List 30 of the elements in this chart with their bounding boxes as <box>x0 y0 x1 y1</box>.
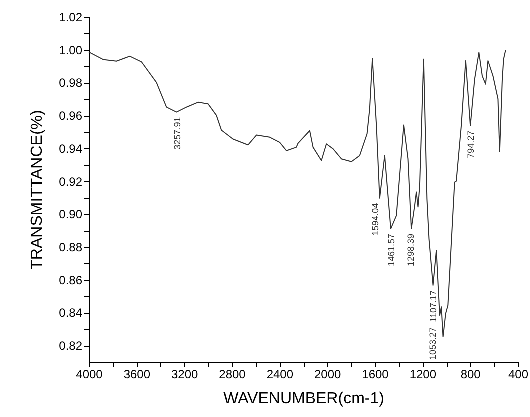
x-axis-title: WAVENUMBER(cm-1) <box>224 390 384 408</box>
x-tick-label: 2800 <box>219 368 246 382</box>
y-tick-label: 0.84 <box>59 306 83 320</box>
x-tick-label: 1200 <box>410 368 437 382</box>
x-tick-label: 2000 <box>314 368 342 382</box>
y-tick-label: 0.94 <box>59 142 83 156</box>
annotation: 1594.04 <box>370 203 381 236</box>
x-tick-label: 400 <box>508 368 529 382</box>
y-tick-label: 0.92 <box>59 174 83 189</box>
y-tick-label: 0.88 <box>59 240 83 254</box>
x-tick-label: 1600 <box>362 368 390 382</box>
y-tick-label: 0.98 <box>59 76 83 90</box>
x-tick-label: 4000 <box>76 368 104 382</box>
y-tick-label: 0.86 <box>59 273 83 288</box>
x-tick-label: 2400 <box>266 368 294 382</box>
x-tick-label: 3200 <box>171 368 199 382</box>
y-tick-label: 0.90 <box>59 208 83 222</box>
x-tick-label: 800 <box>460 368 482 382</box>
y-tick-label: 1.02 <box>59 10 83 24</box>
y-tick-label: 1.00 <box>59 43 83 58</box>
annotation: 1107.17 <box>428 290 439 322</box>
y-tick-label: 0.82 <box>59 339 83 354</box>
x-tick-label: 3600 <box>124 368 151 382</box>
annotation: 1053.27 <box>428 327 438 360</box>
annotation: 3257.91 <box>172 117 182 150</box>
y-axis-title: TRANSMITTANCE(%) <box>29 110 46 270</box>
annotation: 1461.57 <box>386 234 396 266</box>
annotation: 794.27 <box>466 130 476 158</box>
y-tick-label: 0.96 <box>59 109 83 124</box>
annotation: 1298.39 <box>406 234 416 266</box>
